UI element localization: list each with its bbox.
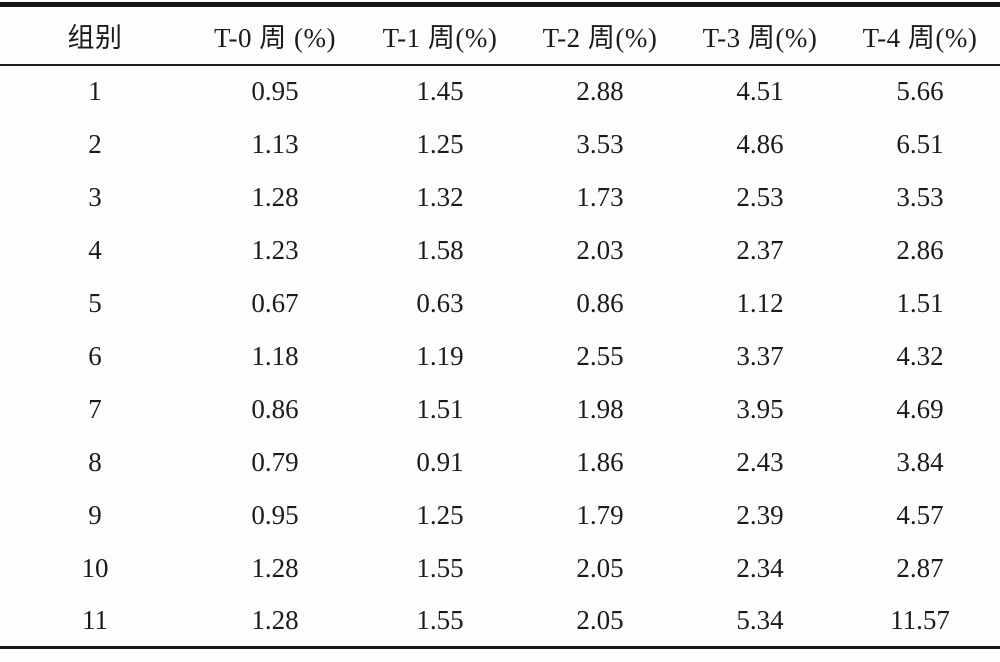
- group-id-cell: 3: [88, 181, 102, 212]
- percentage-value-cell: 0.63: [416, 287, 464, 318]
- percentage-value-cell: 2.05: [576, 552, 624, 583]
- table-header: 组别 T-0 周 (%) T-1 周(%) T-2 周(%) T-3 周(%) T-4 周…: [0, 5, 1000, 65]
- percentage-value-cell: 1.45: [416, 76, 464, 106]
- percentage-value-cell: 1.86: [576, 446, 624, 477]
- percentage-value-cell: 4.32: [896, 340, 944, 371]
- percentage-value-cell: 2.37: [736, 234, 784, 265]
- percentage-value-cell: 1.32: [416, 181, 464, 212]
- percentage-value-cell: 11.57: [890, 604, 950, 635]
- percentage-value-cell: 1.98: [576, 393, 624, 424]
- percentage-value-cell: 4.69: [896, 393, 944, 424]
- percentage-value-cell: 1.28: [251, 604, 299, 635]
- percentage-value-cell: 1.25: [416, 499, 464, 530]
- percentage-value-cell: 2.05: [576, 604, 624, 635]
- table-row: 8 0.79 0.91 1.86 2.43 3.84: [0, 436, 1000, 489]
- percentage-value-cell: 2.87: [896, 552, 944, 583]
- group-id-cell: 5: [88, 287, 102, 318]
- percentage-value-cell: 1.28: [251, 552, 299, 583]
- percentage-value-cell: 2.03: [576, 234, 624, 265]
- percentage-value-cell: 3.53: [576, 128, 624, 159]
- table-row: 6 1.18 1.19 2.55 3.37 4.32: [0, 330, 1000, 383]
- percentage-value-cell: 1.79: [576, 499, 624, 530]
- group-weekly-percentage-table: 组别 T-0 周 (%) T-1 周(%) T-2 周(%) T-3 周(%) T-4 周…: [0, 2, 1000, 649]
- percentage-value-cell: 2.88: [576, 76, 624, 106]
- column-header-group: 组别: [67, 22, 123, 53]
- table-row: 10 1.28 1.55 2.05 2.34 2.87: [0, 542, 1000, 595]
- percentage-value-cell: 5.66: [896, 76, 944, 106]
- percentage-value-cell: 1.55: [416, 604, 464, 635]
- group-id-cell: 11: [82, 604, 108, 635]
- table-row: 11 1.28 1.55 2.05 5.34 11.57: [0, 595, 1000, 648]
- percentage-value-cell: 2.34: [736, 552, 784, 583]
- percentage-value-cell: 0.95: [251, 76, 299, 106]
- percentage-value-cell: 1.23: [251, 234, 299, 265]
- percentage-value-cell: 0.67: [251, 287, 299, 318]
- percentage-value-cell: 0.79: [251, 446, 299, 477]
- percentage-value-cell: 0.86: [576, 287, 624, 318]
- percentage-value-cell: 3.84: [896, 446, 944, 477]
- column-header-week: T-2 周(%): [542, 22, 658, 53]
- group-id-cell: 2: [88, 128, 102, 159]
- table-body: 1 0.95 1.45 2.88 4.51 5.66 2 1.13 1.25 3.53 4.86 6.…: [0, 65, 1000, 648]
- percentage-value-cell: 2.55: [576, 340, 624, 371]
- percentage-value-cell: 1.25: [416, 128, 464, 159]
- percentage-value-cell: 4.51: [736, 76, 784, 106]
- column-header-week: T-3 周(%): [702, 22, 818, 53]
- percentage-value-cell: 0.95: [251, 499, 299, 530]
- group-id-cell: 10: [81, 552, 109, 583]
- percentage-value-cell: 1.28: [251, 181, 299, 212]
- table-row: 3 1.28 1.32 1.73 2.53 3.53: [0, 171, 1000, 224]
- table-header-row: 组别 T-0 周 (%) T-1 周(%) T-2 周(%) T-3 周(%) T-4 周…: [0, 5, 1000, 65]
- percentage-value-cell: 1.55: [416, 552, 464, 583]
- percentage-value-cell: 1.12: [736, 287, 784, 318]
- percentage-value-cell: 4.86: [736, 128, 784, 159]
- group-id-cell: 8: [88, 446, 102, 477]
- table-row: 1 0.95 1.45 2.88 4.51 5.66: [0, 65, 1000, 118]
- percentage-value-cell: 2.53: [736, 181, 784, 212]
- percentage-value-cell: 4.57: [896, 499, 944, 530]
- percentage-value-cell: 1.19: [416, 340, 464, 371]
- percentage-value-cell: 3.37: [736, 340, 784, 371]
- column-header-week: T-0 周 (%): [214, 22, 336, 53]
- column-header-week: T-1 周(%): [382, 22, 498, 53]
- percentage-value-cell: 6.51: [896, 128, 944, 159]
- table-row: 9 0.95 1.25 1.79 2.39 4.57: [0, 489, 1000, 542]
- group-id-cell: 4: [88, 234, 102, 265]
- table-row: 7 0.86 1.51 1.98 3.95 4.69: [0, 383, 1000, 436]
- percentage-value-cell: 2.86: [896, 234, 944, 265]
- table-row: 4 1.23 1.58 2.03 2.37 2.86: [0, 224, 1000, 277]
- percentage-value-cell: 0.86: [251, 393, 299, 424]
- percentage-value-cell: 3.53: [896, 181, 944, 212]
- percentage-value-cell: 1.13: [251, 128, 299, 159]
- percentage-value-cell: 0.91: [416, 446, 464, 477]
- group-id-cell: 7: [88, 393, 102, 424]
- percentage-value-cell: 3.95: [736, 393, 784, 424]
- percentage-value-cell: 2.43: [736, 446, 784, 477]
- percentage-value-cell: 1.58: [416, 234, 464, 265]
- percentage-value-cell: 1.18: [251, 340, 299, 371]
- group-id-cell: 1: [88, 76, 102, 106]
- percentage-value-cell: 1.73: [576, 181, 624, 212]
- group-id-cell: 6: [88, 340, 102, 371]
- table-row: 5 0.67 0.63 0.86 1.12 1.51: [0, 277, 1000, 330]
- table-row: 2 1.13 1.25 3.53 4.86 6.51: [0, 118, 1000, 171]
- percentage-value-cell: 2.39: [736, 499, 784, 530]
- group-id-cell: 9: [88, 499, 102, 530]
- percentage-value-cell: 1.51: [416, 393, 464, 424]
- percentage-value-cell: 1.51: [896, 287, 944, 318]
- percentage-value-cell: 5.34: [736, 604, 784, 635]
- column-header-week: T-4 周(%): [862, 22, 978, 53]
